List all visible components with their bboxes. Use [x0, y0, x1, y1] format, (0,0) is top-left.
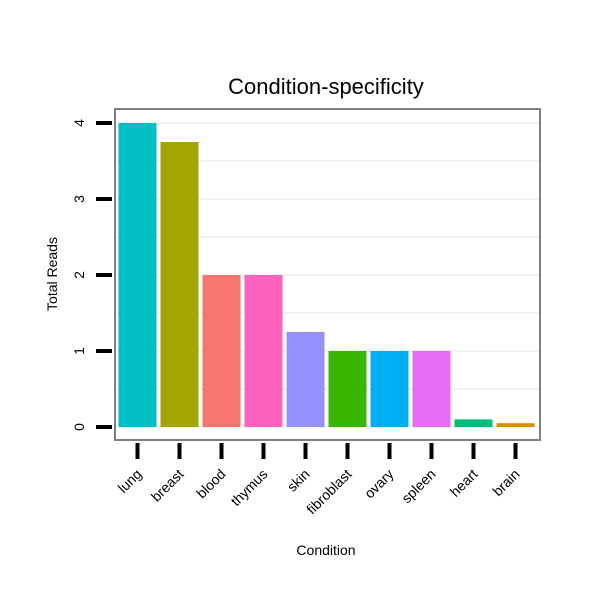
x-axis-label: Condition — [296, 542, 355, 558]
bar-breast — [160, 142, 199, 427]
x-tick-label: blood — [193, 466, 229, 502]
chart-title: Condition-specificity — [228, 74, 424, 99]
y-tick-label: 0 — [71, 423, 87, 431]
x-tick-label: skin — [284, 466, 313, 495]
bars — [118, 123, 535, 427]
bar-thymus — [244, 275, 283, 427]
bar-heart — [454, 419, 493, 427]
bar-fibroblast — [328, 351, 367, 427]
bar-blood — [202, 275, 241, 427]
x-tick-label: fibroblast — [303, 466, 355, 518]
bar-lung — [118, 123, 157, 427]
x-tick-label: lung — [115, 466, 145, 496]
bar-spleen — [412, 351, 451, 427]
y-tick-label: 3 — [71, 195, 87, 203]
x-tick-label: breast — [148, 466, 187, 505]
x-tick-label: heart — [447, 466, 481, 500]
x-tick-label: thymus — [227, 466, 270, 509]
bar-brain — [496, 423, 535, 427]
x-tick-label: brain — [489, 466, 522, 499]
y-axis: 0 1 2 3 4 — [71, 119, 112, 431]
bar-ovary — [370, 351, 409, 427]
x-tick-label: ovary — [361, 466, 397, 502]
plot-frame — [114, 108, 541, 441]
y-tick-label: 1 — [71, 347, 87, 355]
y-axis-label: Total Reads — [44, 237, 60, 311]
y-tick-label: 4 — [71, 119, 87, 127]
bar-skin — [286, 332, 325, 427]
y-tick-label: 2 — [71, 271, 87, 279]
x-tick-label: spleen — [398, 466, 438, 506]
